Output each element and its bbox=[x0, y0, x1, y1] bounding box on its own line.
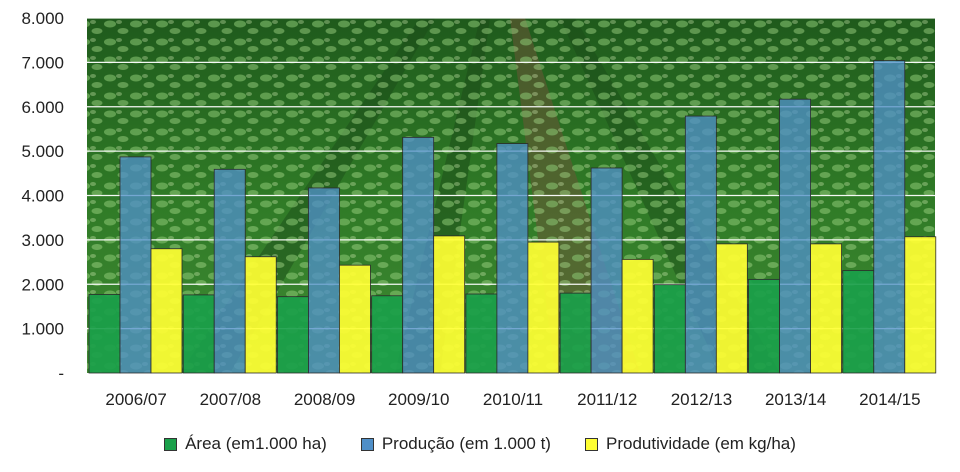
x-tick-label: 2011/12 bbox=[577, 390, 637, 409]
bar-produtividade bbox=[904, 236, 937, 374]
y-tick-label: 4.000 bbox=[21, 187, 64, 206]
bar-producao bbox=[308, 187, 340, 374]
bar-producao bbox=[684, 115, 717, 374]
bar-area bbox=[88, 294, 121, 374]
x-tick-label: 2007/08 bbox=[200, 390, 261, 409]
legend-swatch-area bbox=[164, 437, 178, 451]
bar-area bbox=[277, 296, 309, 374]
bar-area bbox=[559, 292, 592, 374]
y-tick-label: 1.000 bbox=[21, 320, 64, 339]
bar-produtividade bbox=[244, 256, 277, 374]
legend-label-producao: Produção (em 1.000 t) bbox=[381, 434, 551, 453]
bar-producao bbox=[779, 98, 811, 374]
bar-producao bbox=[873, 60, 906, 374]
x-tick-label: 2008/09 bbox=[294, 390, 355, 409]
x-tick-label: 2010/11 bbox=[483, 390, 543, 409]
bar-area bbox=[182, 294, 215, 374]
bar-area bbox=[653, 284, 686, 374]
bar-producao bbox=[402, 136, 435, 374]
bar-produtividade bbox=[150, 248, 183, 374]
x-tick-label: 2012/13 bbox=[671, 390, 732, 409]
bar-producao bbox=[119, 156, 152, 374]
legend-swatch-produtividade bbox=[584, 437, 598, 451]
chart: - 1.000 2.000 3.000 4.000 5.000 6.000 7.000 8.00… bbox=[21, 9, 937, 409]
bar-produtividade bbox=[527, 241, 560, 374]
bar-produtividade bbox=[621, 258, 654, 374]
bar-area bbox=[842, 270, 875, 374]
legend-label-produtividade: Produtividade (em kg/ha) bbox=[605, 434, 796, 453]
legend-swatch-producao bbox=[360, 437, 374, 451]
bar-produtividade bbox=[810, 243, 842, 374]
x-tick-label: 2014/15 bbox=[859, 390, 920, 409]
bar-produtividade bbox=[715, 243, 748, 374]
y-tick-label: 7.000 bbox=[21, 53, 64, 72]
legend-item-produtividade: Produtividade (em kg/ha) bbox=[584, 434, 796, 454]
x-tick-label: 2013/14 bbox=[765, 390, 826, 409]
bar-producao bbox=[496, 143, 529, 374]
bar-producao bbox=[213, 168, 246, 374]
y-tick-label: 5.000 bbox=[21, 142, 64, 161]
bar-produtividade bbox=[339, 264, 371, 374]
x-tick-label: 2009/10 bbox=[388, 390, 449, 409]
bar-producao bbox=[590, 167, 623, 374]
y-tick-label: 6.000 bbox=[21, 98, 64, 117]
legend-label-area: Área (em1.000 ha) bbox=[185, 434, 327, 453]
bar-area bbox=[748, 278, 780, 374]
y-axis: - 1.000 2.000 3.000 4.000 5.000 6.000 7.000 8.00… bbox=[21, 9, 64, 383]
bar-produtividade bbox=[433, 235, 466, 374]
bar-area bbox=[371, 295, 404, 374]
x-axis: 2006/07 2007/08 2008/09 2009/10 2010/11 2011/… bbox=[105, 390, 920, 409]
legend: Área (em1.000 ha) Produção (em 1.000 t) … bbox=[0, 430, 960, 458]
x-tick-label: 2006/07 bbox=[105, 390, 166, 409]
legend-item-producao: Produção (em 1.000 t) bbox=[360, 434, 551, 454]
bars bbox=[88, 60, 937, 374]
y-tick-label: 3.000 bbox=[21, 231, 64, 250]
y-tick-label: - bbox=[58, 364, 64, 383]
bar-area bbox=[465, 293, 498, 374]
legend-item-area: Área (em1.000 ha) bbox=[164, 434, 327, 454]
y-tick-label: 2.000 bbox=[21, 275, 64, 294]
y-tick-label: 8.000 bbox=[21, 9, 64, 28]
